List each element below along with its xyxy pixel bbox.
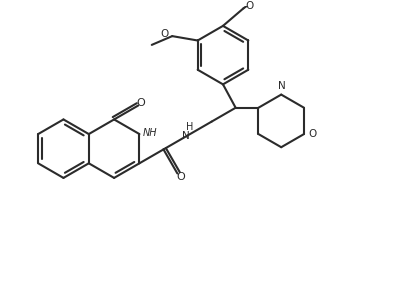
Text: O: O [245, 2, 253, 11]
Text: O: O [308, 129, 316, 139]
Text: O: O [176, 172, 185, 182]
Text: N: N [182, 132, 190, 141]
Text: N: N [278, 81, 286, 91]
Text: O: O [160, 29, 168, 39]
Text: O: O [137, 98, 145, 108]
Text: H: H [186, 122, 194, 132]
Text: NH: NH [142, 128, 157, 138]
